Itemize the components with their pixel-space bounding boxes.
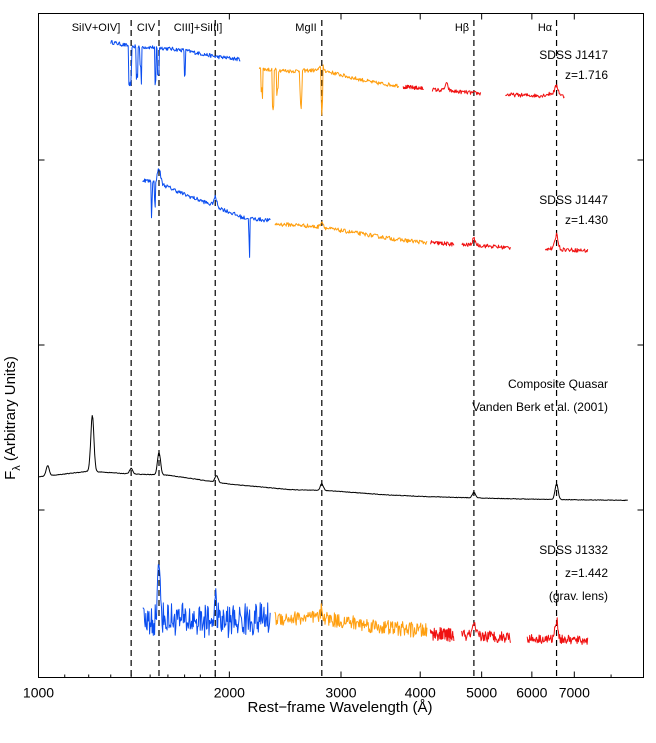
spectrum-label: z=1.442: [565, 566, 608, 580]
spectrum-label: SDSS J1332: [539, 543, 608, 557]
y-axis-title: Fλ (Arbitrary Units): [2, 356, 23, 480]
line-label-civ: CIV: [137, 22, 156, 34]
x-tick-label: 6000: [516, 685, 547, 701]
plot-frame: [38, 13, 644, 678]
spectrum-label: SDSS J1417: [539, 48, 608, 62]
spectra-traces: [38, 40, 628, 645]
x-tick-label: 7000: [559, 685, 590, 701]
spectrum-label: (grav. lens): [549, 589, 608, 603]
spectrum-label: z=1.430: [565, 213, 608, 227]
x-tick-label: 3000: [325, 685, 356, 701]
line-label-halpha: Hα: [538, 22, 553, 34]
spectrum-segment-sdss-j1417-1: [258, 64, 400, 116]
spectrum-label: z=1.716: [565, 68, 608, 82]
line-label-mgii: MgII: [295, 22, 316, 34]
spectrum-segment-sdss-j1417-4: [505, 84, 565, 99]
spectrum-segment-sdss-j1332-3: [461, 622, 511, 643]
y-axis-title-main: F: [2, 471, 19, 480]
x-axis-title: Rest−frame Wavelength (Å): [248, 699, 433, 716]
spectrum-segment-sdss-j1417-3: [431, 82, 482, 96]
line-label-siiv: SiIV+OIV]: [72, 22, 121, 34]
spectrum-segment-sdss-j1447-0: [142, 168, 271, 258]
y-axis-title-rest: (Arbitrary Units): [2, 356, 19, 465]
spectrum-segment-sdss-j1332-2: [429, 627, 455, 643]
spectrum-segment-sdss-j1332-1: [274, 603, 428, 638]
emission-line-markers: [130, 20, 558, 678]
spectrum-segment-sdss-j1447-3: [461, 236, 511, 250]
spectrum-label: SDSS J1447: [539, 193, 608, 207]
spectrum-label: Composite Quasar: [508, 377, 608, 391]
x-tick-label: 4000: [405, 685, 436, 701]
axis-ticks: 1000 2000 3000 4000 5000 6000 7000: [23, 13, 644, 701]
spectrum-segment-sdss-j1332-0: [142, 564, 271, 639]
spectrum-label: Vanden Berk et al. (2001): [472, 400, 608, 414]
spectrum-segment-sdss-j1447-4: [544, 232, 589, 253]
line-label-ciii: CIII]+SiIII]: [174, 22, 223, 34]
x-tick-label: 2000: [214, 685, 245, 701]
spectrum-segment-sdss-j1417-2: [402, 84, 424, 91]
spectrum-segment-composite-quasar-0: [38, 415, 628, 502]
y-axis-title-subscript: λ: [11, 465, 23, 471]
line-label-hbeta: Hβ: [455, 22, 469, 34]
spectrum-segment-sdss-j1332-4: [526, 617, 589, 645]
x-tick-label: 5000: [466, 685, 497, 701]
spectrum-labels: SDSS J1417 z=1.716 SDSS J1447 z=1.430 Compos…: [472, 48, 608, 603]
spectrum-segment-sdss-j1417-0: [110, 40, 241, 87]
spectrum-segment-sdss-j1447-1: [274, 221, 428, 245]
spectrum-segment-sdss-j1447-2: [430, 240, 455, 247]
x-tick-label: 1000: [23, 685, 54, 701]
